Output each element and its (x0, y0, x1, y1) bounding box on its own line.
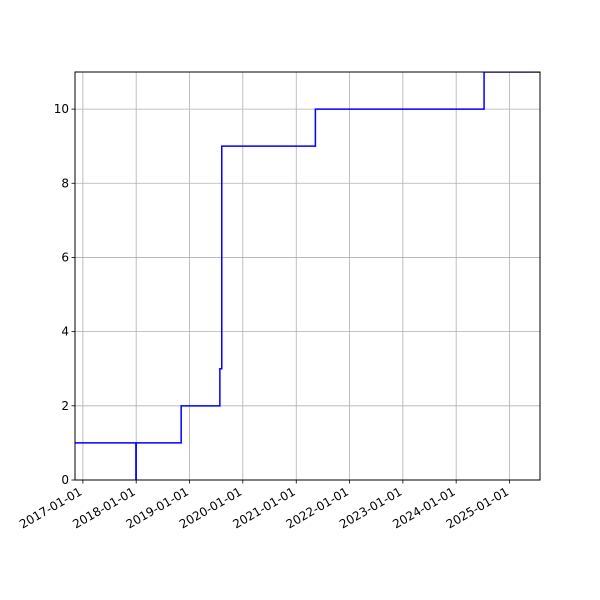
y-tick-label: 8 (61, 176, 69, 190)
series-layer (75, 72, 540, 480)
plot-area (75, 72, 540, 480)
plot-frame (74, 71, 541, 481)
y-tick-label: 0 (61, 473, 69, 487)
y-tick-label: 4 (61, 325, 69, 339)
y-axis: 0 2 4 6 8 10 (54, 102, 75, 487)
y-tick-label: 6 (61, 250, 69, 264)
series-line (75, 72, 540, 480)
y-tick-label: 2 (61, 399, 69, 413)
y-tick-label: 10 (54, 102, 69, 116)
